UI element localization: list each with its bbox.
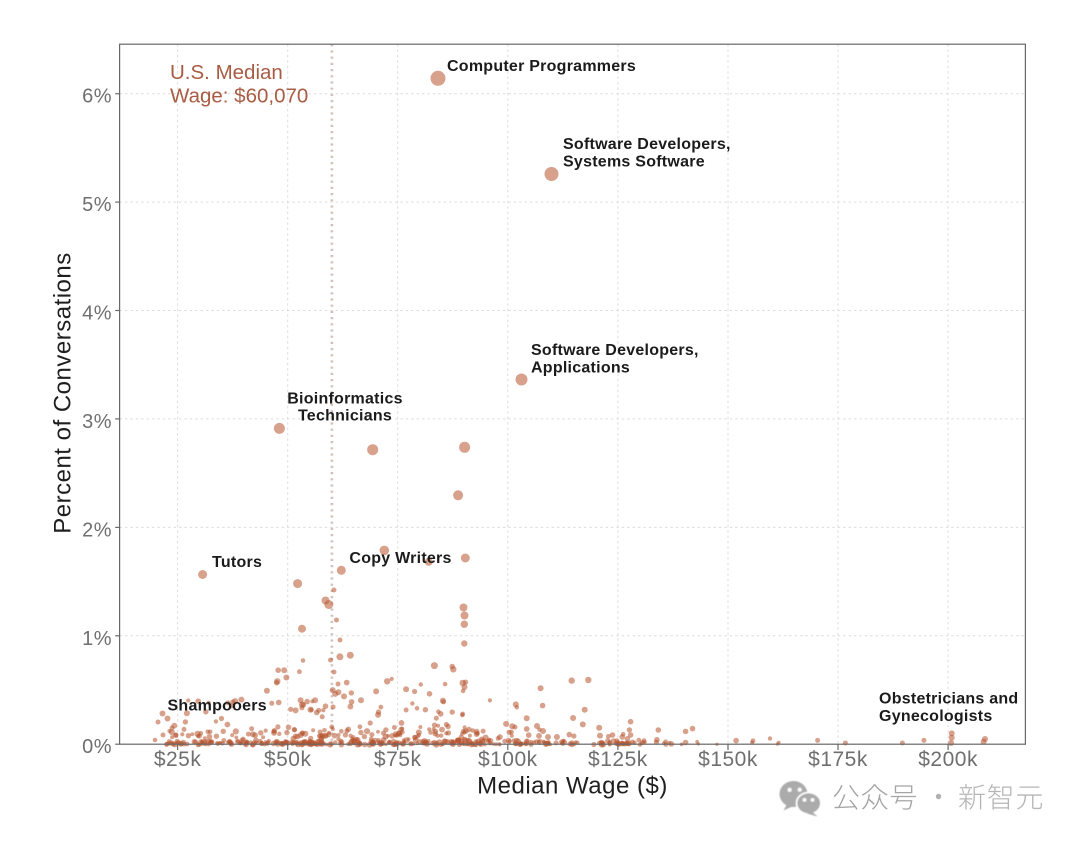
svg-text:Tutors: Tutors — [212, 554, 262, 571]
svg-text:Wage: $60,070: Wage: $60,070 — [170, 85, 308, 108]
svg-text:Software Developers,: Software Developers, — [563, 136, 731, 153]
svg-text:1%: 1% — [82, 628, 112, 650]
svg-text:Computer Programmers: Computer Programmers — [447, 58, 636, 75]
svg-text:Gynecologists: Gynecologists — [879, 708, 993, 725]
svg-text:5%: 5% — [82, 194, 112, 216]
svg-text:Percent of Conversations: Percent of Conversations — [50, 252, 77, 533]
svg-text:4%: 4% — [82, 303, 112, 325]
svg-text:$150k: $150k — [698, 748, 758, 771]
svg-text:Systems Software: Systems Software — [563, 154, 705, 171]
svg-text:$175k: $175k — [808, 748, 868, 771]
svg-text:Shampooers: Shampooers — [168, 698, 267, 715]
svg-text:$200k: $200k — [918, 748, 978, 771]
svg-text:2%: 2% — [82, 519, 112, 541]
svg-text:Bioinformatics: Bioinformatics — [287, 391, 403, 408]
svg-text:$50k: $50k — [264, 748, 312, 771]
svg-text:U.S. Median: U.S. Median — [170, 61, 283, 84]
svg-text:6%: 6% — [82, 86, 112, 108]
svg-text:Software Developers,: Software Developers, — [531, 342, 699, 359]
svg-text:Applications: Applications — [531, 360, 630, 377]
svg-text:Median Wage ($): Median Wage ($) — [477, 773, 668, 800]
svg-text:$25k: $25k — [154, 748, 202, 771]
svg-text:0%: 0% — [82, 736, 112, 758]
svg-text:$125k: $125k — [588, 748, 648, 771]
svg-text:Technicians: Technicians — [298, 408, 392, 425]
svg-text:$100k: $100k — [478, 748, 538, 771]
svg-text:$75k: $75k — [374, 748, 422, 771]
svg-text:Obstetricians and: Obstetricians and — [879, 691, 1018, 708]
svg-text:Copy Writers: Copy Writers — [349, 550, 451, 567]
svg-text:3%: 3% — [82, 411, 112, 433]
